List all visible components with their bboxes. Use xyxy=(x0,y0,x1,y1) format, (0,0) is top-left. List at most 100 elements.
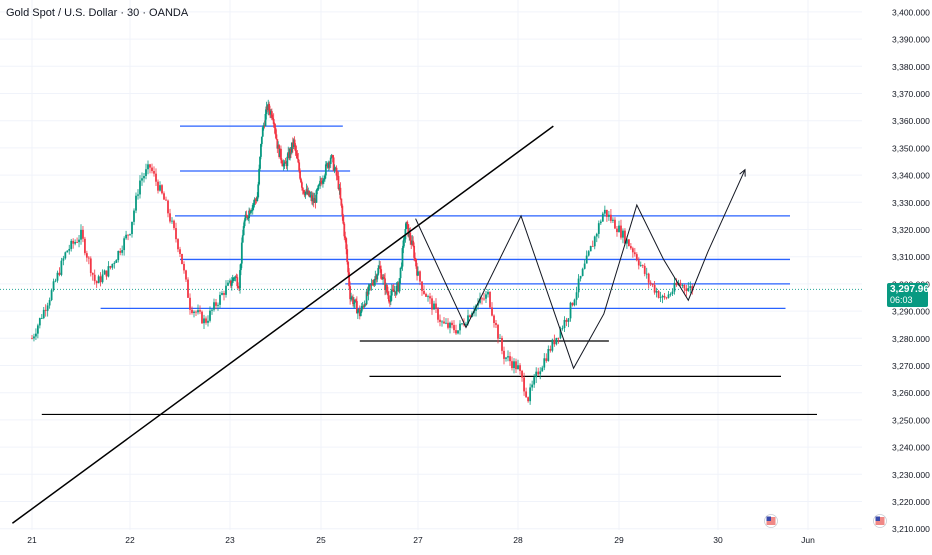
candle-body xyxy=(487,291,489,295)
candle-body xyxy=(247,218,250,219)
candle-body xyxy=(167,200,169,214)
candle-body xyxy=(407,224,410,237)
candle-body xyxy=(375,276,378,280)
candle-body xyxy=(153,171,155,174)
candle-body xyxy=(236,277,239,287)
candle-body xyxy=(60,260,63,275)
candle-body xyxy=(201,311,203,324)
candle-body xyxy=(270,111,272,115)
candle-body xyxy=(616,228,618,233)
candle-body xyxy=(173,220,175,229)
candle-body xyxy=(271,117,274,120)
candle-body xyxy=(275,134,278,140)
candle-body xyxy=(270,111,273,118)
candle-body xyxy=(413,245,416,258)
candle-body xyxy=(215,302,217,306)
candle-body xyxy=(599,221,602,224)
candle-body xyxy=(545,358,548,361)
candle-body xyxy=(497,324,499,339)
candle-body xyxy=(238,287,240,289)
candle-body xyxy=(125,234,127,239)
candle-body xyxy=(123,238,126,251)
candle-body xyxy=(461,323,463,325)
candle-body xyxy=(591,246,594,247)
candle-body xyxy=(396,282,399,286)
candle-body xyxy=(501,337,503,351)
candle-body xyxy=(614,219,616,229)
candle-body xyxy=(343,223,346,237)
candle-body xyxy=(583,263,586,269)
candle-body xyxy=(139,180,141,195)
candle-body xyxy=(251,205,254,210)
candle-body xyxy=(423,290,425,294)
candle-body xyxy=(256,197,259,201)
candle-body xyxy=(342,215,345,224)
trendline[interactable] xyxy=(11,125,554,524)
candle-body xyxy=(406,221,409,225)
candle-body xyxy=(457,330,459,334)
candle-body xyxy=(427,296,429,298)
candle-body xyxy=(373,280,376,285)
y-tick-label: 3,310.000 xyxy=(892,252,930,262)
candle-body xyxy=(113,262,116,264)
y-tick-label: 3,250.000 xyxy=(892,415,930,425)
current-price-value: 3,297.965 xyxy=(890,284,932,295)
candle-body xyxy=(333,168,336,171)
candle-body xyxy=(573,299,576,306)
candle-body xyxy=(499,337,501,339)
candle-body xyxy=(99,276,102,283)
candle-body xyxy=(551,339,554,351)
candle-body xyxy=(437,308,439,320)
candle-body xyxy=(225,285,227,295)
candle-body xyxy=(290,142,293,153)
bar-countdown: 06:03 xyxy=(890,295,913,305)
candle-body xyxy=(541,367,544,372)
candle-body xyxy=(635,254,638,261)
candle-body xyxy=(629,246,632,249)
candle-body xyxy=(360,306,363,312)
candle-body xyxy=(441,321,443,323)
candle-body xyxy=(431,298,433,310)
candle-body xyxy=(326,163,329,168)
candle-body xyxy=(663,295,666,298)
candle-body xyxy=(622,230,624,238)
candle-body xyxy=(414,257,416,259)
y-tick-label: 3,260.000 xyxy=(892,388,930,398)
candle-body xyxy=(33,336,35,339)
candle-body xyxy=(245,214,248,216)
candle-body xyxy=(249,210,251,214)
candle-body xyxy=(72,240,75,244)
zigzag-projection-line[interactable] xyxy=(415,169,746,370)
candle-body xyxy=(385,285,387,290)
candle-body xyxy=(159,185,161,191)
candle-body xyxy=(263,125,266,127)
candle-body xyxy=(479,298,481,303)
candle-body xyxy=(313,198,316,203)
us-flag-icon xyxy=(873,514,887,528)
candle-body xyxy=(319,180,321,185)
y-axis: 3,210.000 3,220.000 3,230.000 3,240.000 3,25… xyxy=(892,7,930,534)
candle-body xyxy=(679,282,682,286)
candle-body xyxy=(335,167,338,176)
candle-body xyxy=(673,282,676,292)
candle-body xyxy=(439,319,441,322)
candle-body xyxy=(415,258,417,267)
candle-body xyxy=(384,278,386,290)
candle-body xyxy=(230,280,232,286)
candle-body xyxy=(324,164,327,176)
candle-body xyxy=(217,304,219,306)
candle-body xyxy=(483,298,485,300)
candle-body xyxy=(535,371,538,378)
candle-body xyxy=(309,195,311,197)
x-tick-label: 23 xyxy=(225,535,235,545)
candle-body xyxy=(581,268,584,276)
candle-body xyxy=(355,301,358,314)
candle-body xyxy=(637,260,640,266)
candle-body xyxy=(338,187,341,189)
trend-lines[interactable] xyxy=(11,125,746,524)
candle-body xyxy=(555,337,558,345)
candle-body xyxy=(262,125,265,128)
candle-body xyxy=(300,178,302,183)
